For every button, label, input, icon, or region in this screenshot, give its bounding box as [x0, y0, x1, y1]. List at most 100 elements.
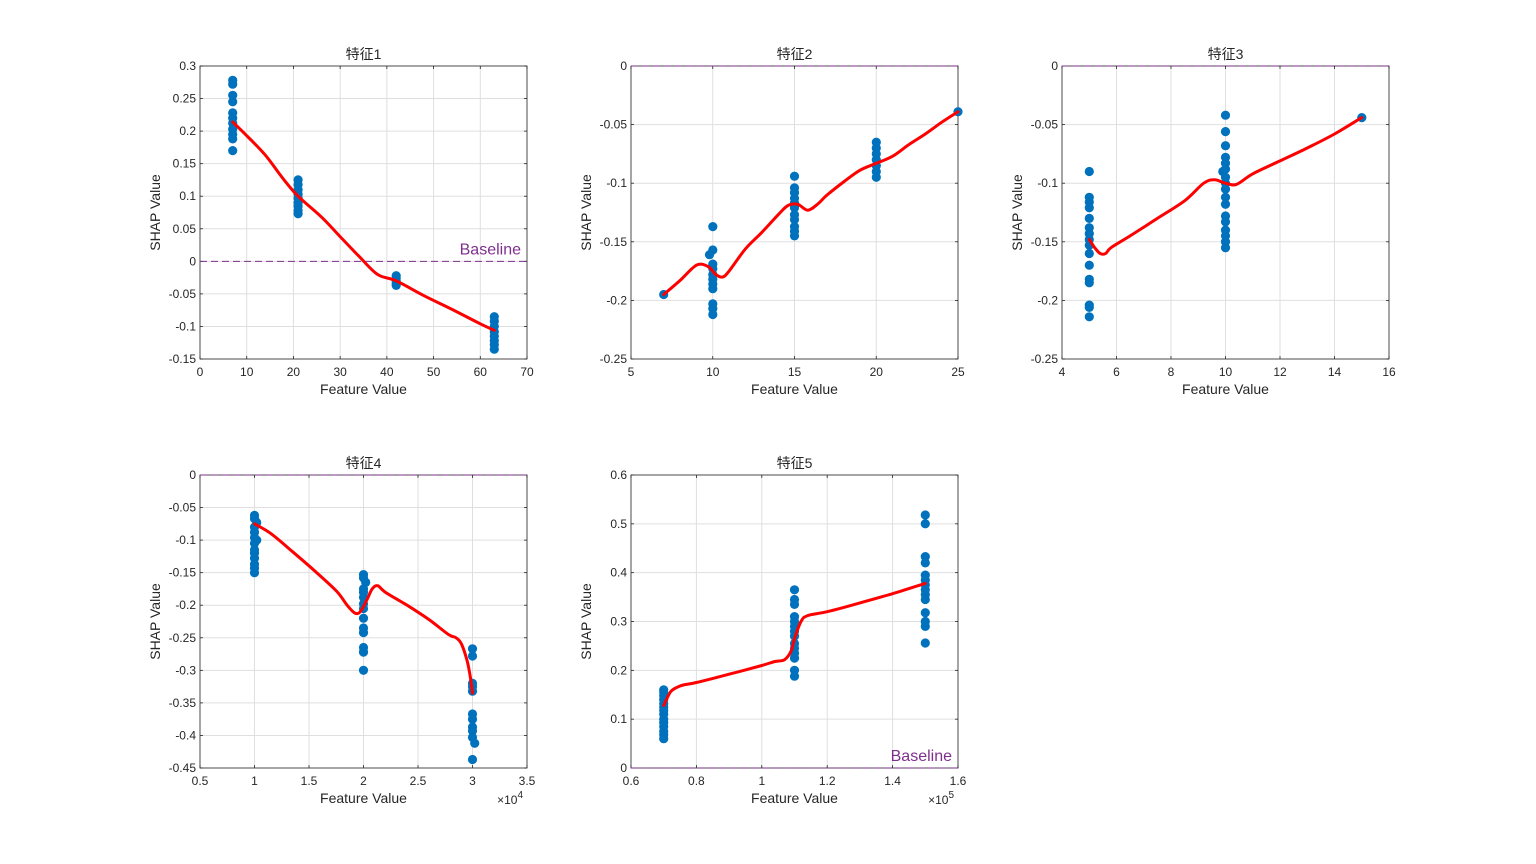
- data-point: [470, 738, 480, 748]
- y-axis-label: SHAP Value: [147, 583, 163, 660]
- subplot-title: 特征1: [346, 46, 382, 62]
- trend-curve: [253, 522, 474, 695]
- data-point: [789, 653, 800, 663]
- data-point: [920, 510, 930, 520]
- subplot-1: 0 10 20 30 40 50 60 70 -0.15 -0.1 -0.05 0 0.05 0.1 0.1…: [147, 46, 534, 397]
- subplot-title: 特征5: [777, 455, 813, 471]
- data-point: [1084, 302, 1094, 312]
- data-point: [1084, 312, 1094, 322]
- data-point: [489, 344, 499, 354]
- x-tick-label: 2: [360, 774, 367, 788]
- y-tick-label: -0.1: [175, 533, 196, 547]
- data-point: [789, 585, 800, 595]
- data-point: [704, 250, 715, 260]
- x-axis-label: Feature Value: [751, 790, 838, 806]
- data-point: [358, 665, 369, 675]
- data-point: [920, 558, 930, 568]
- y-tick-label: -0.15: [600, 235, 628, 249]
- x-tick-label: 25: [951, 365, 965, 379]
- data-point: [1084, 248, 1094, 259]
- y-tick-label: 0.1: [179, 189, 196, 203]
- y-axis-label: SHAP Value: [1009, 174, 1025, 251]
- data-point: [1220, 184, 1231, 194]
- x-tick-label: 6: [1113, 365, 1120, 379]
- data-point: [228, 97, 238, 107]
- y-tick-label: -0.25: [600, 352, 628, 366]
- data-point: [467, 754, 478, 765]
- data-point: [228, 146, 238, 156]
- x-exponent-power: 4: [517, 790, 523, 801]
- data-point: [789, 214, 800, 225]
- data-point: [1084, 278, 1094, 288]
- data-point: [1084, 166, 1094, 177]
- y-axis-label: SHAP Value: [147, 174, 163, 251]
- y-tick-label: 0: [189, 254, 196, 268]
- data-point: [708, 309, 718, 320]
- data-point: [1084, 203, 1094, 213]
- y-tick-label: -0.45: [169, 761, 197, 775]
- x-tick-label: 1: [251, 774, 258, 788]
- x-tick-label: 50: [427, 365, 441, 379]
- y-tick-label: 0: [189, 468, 196, 482]
- y-tick-label: 0.1: [610, 712, 627, 726]
- x-exponent-power: 5: [948, 790, 954, 801]
- y-tick-label: -0.2: [175, 598, 196, 612]
- y-tick-label: 0.5: [610, 517, 627, 531]
- subplot-5: 0.6 0.8 1 1.2 1.4 1.6 0 0.1 0.2 0.3 0.4 0.5 0.6 Basel…: [578, 455, 967, 807]
- data-point: [789, 231, 800, 241]
- y-tick-label: 0.2: [179, 124, 196, 138]
- data-point: [789, 671, 800, 681]
- data-point: [789, 599, 800, 610]
- x-tick-label: 40: [380, 365, 394, 379]
- x-tick-label: 60: [474, 365, 488, 379]
- trend-curve: [662, 581, 927, 707]
- x-exponent-label: ×105: [928, 790, 954, 807]
- x-axis-label: Feature Value: [751, 381, 838, 397]
- y-tick-label: 0.2: [610, 663, 627, 677]
- data-point: [1220, 110, 1231, 120]
- x-tick-label: 20: [287, 365, 301, 379]
- x-tick-label: 15: [788, 365, 802, 379]
- x-tick-label: 1.5: [301, 774, 318, 788]
- x-tick-label: 8: [1168, 365, 1175, 379]
- data-point: [228, 90, 238, 100]
- data-point: [1220, 199, 1231, 209]
- y-tick-label: -0.2: [606, 293, 627, 307]
- y-tick-label: -0.1: [175, 319, 196, 333]
- data-point: [1220, 217, 1231, 227]
- data-point: [659, 734, 669, 744]
- x-axis-label: Feature Value: [320, 790, 407, 806]
- data-point: [1084, 260, 1094, 270]
- trend-curve: [1087, 116, 1364, 256]
- data-point: [228, 134, 238, 144]
- x-tick-label: 4: [1059, 365, 1066, 379]
- baseline-label: Baseline: [891, 748, 952, 765]
- x-tick-label: 10: [706, 365, 720, 379]
- x-tick-label: 2.5: [410, 774, 427, 788]
- data-point: [708, 284, 718, 294]
- data-point: [249, 568, 260, 578]
- y-tick-label: 0.05: [173, 222, 197, 236]
- y-tick-label: 0.3: [610, 615, 627, 629]
- plot-area: [200, 66, 527, 359]
- data-point: [467, 644, 478, 654]
- data-point: [1220, 192, 1231, 202]
- x-tick-label: 12: [1273, 365, 1287, 379]
- y-tick-label: -0.4: [175, 728, 196, 742]
- baseline-label: Baseline: [460, 241, 521, 258]
- data-point: [467, 714, 478, 724]
- data-point: [1220, 141, 1231, 151]
- x-tick-label: 10: [240, 365, 254, 379]
- y-tick-label: -0.05: [169, 501, 197, 515]
- x-tick-label: 10: [1219, 365, 1233, 379]
- y-tick-label: -0.15: [1031, 235, 1059, 249]
- x-tick-label: 1.2: [819, 774, 836, 788]
- subplot-4: 0.5 1 1.5 2 2.5 3 3.5 -0.45 -0.4 -0.35 -0.3 -0.25 -0…: [147, 455, 536, 807]
- x-tick-label: 20: [870, 365, 884, 379]
- y-tick-label: -0.3: [175, 663, 196, 677]
- x-tick-label: 1.4: [884, 774, 901, 788]
- trend-curve: [662, 110, 960, 296]
- y-tick-label: -0.05: [600, 118, 628, 132]
- y-tick-label: -0.1: [1037, 176, 1058, 190]
- y-tick-label: 0.15: [173, 157, 197, 171]
